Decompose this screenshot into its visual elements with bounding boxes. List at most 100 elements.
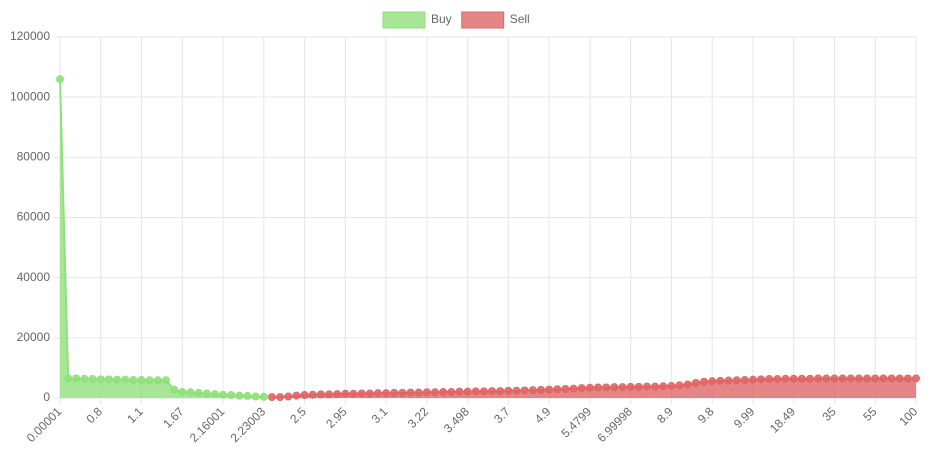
y-tick-label: 20000 (17, 330, 51, 344)
data-point (145, 376, 154, 385)
data-point (854, 374, 863, 383)
data-point (113, 375, 122, 384)
data-point (879, 374, 888, 383)
data-point (251, 392, 260, 401)
data-point (161, 376, 170, 385)
data-point (333, 390, 342, 399)
data-point (267, 393, 276, 402)
x-tick-label: 9.99 (731, 404, 758, 431)
data-point (488, 387, 497, 396)
data-point (96, 375, 105, 384)
data-point (284, 392, 293, 401)
data-point (626, 382, 635, 391)
data-point (602, 383, 611, 392)
data-point (610, 383, 619, 392)
x-tick-label: 8.9 (654, 404, 676, 426)
x-tick-label: 3.7 (491, 404, 513, 426)
data-point (895, 374, 904, 383)
data-point (773, 375, 782, 384)
data-point (871, 374, 880, 383)
data-point (708, 377, 717, 386)
data-point (545, 385, 554, 394)
data-point (194, 388, 203, 397)
data-point (300, 390, 309, 399)
data-point (496, 387, 505, 396)
legend-swatch[interactable] (382, 11, 426, 29)
data-point (903, 374, 912, 383)
x-tick-label: 6.99998 (594, 404, 635, 445)
data-point (398, 388, 407, 397)
data-point (72, 374, 81, 383)
data-point (594, 383, 603, 392)
x-tick-label: 2.23003 (228, 404, 269, 445)
data-point (846, 374, 855, 383)
x-tick-label: 5.4799 (558, 404, 594, 440)
data-point (357, 389, 366, 398)
x-tick-label: 3.22 (405, 404, 432, 431)
data-point (56, 75, 64, 84)
data-point (512, 386, 521, 395)
legend-label[interactable]: Buy (431, 12, 452, 26)
data-point (170, 385, 179, 394)
data-point (439, 387, 448, 396)
data-point (814, 374, 823, 383)
series-area (60, 79, 264, 398)
data-point (585, 383, 594, 392)
data-point (765, 375, 774, 384)
data-point (186, 388, 195, 397)
data-point (121, 375, 130, 384)
data-point (153, 376, 162, 385)
data-point (219, 390, 228, 399)
data-point (659, 382, 668, 391)
data-point (700, 377, 709, 386)
x-tick-label: 9.8 (695, 404, 717, 426)
data-point (463, 387, 472, 396)
data-point (422, 388, 431, 397)
y-tick-label: 60000 (17, 210, 51, 224)
x-tick-label: 4.9 (532, 404, 554, 426)
data-point (577, 384, 586, 393)
data-point (137, 375, 146, 384)
data-point (838, 374, 847, 383)
data-point (178, 387, 187, 396)
data-point (202, 389, 211, 398)
data-point (382, 389, 391, 398)
data-point (528, 386, 537, 395)
data-point (748, 375, 757, 384)
data-point (390, 388, 399, 397)
data-point (536, 385, 545, 394)
data-point (618, 383, 627, 392)
data-point (806, 374, 815, 383)
data-point (561, 384, 570, 393)
data-point (431, 388, 440, 397)
data-point (210, 390, 219, 399)
x-tick-label: 100 (896, 404, 920, 428)
data-point (414, 388, 423, 397)
data-point (724, 376, 733, 385)
data-point (455, 387, 464, 396)
data-point (276, 393, 285, 402)
data-point (732, 376, 741, 385)
data-point (634, 382, 643, 391)
x-tick-label: 55 (860, 404, 880, 424)
data-point (781, 374, 790, 383)
legend-swatch[interactable] (461, 11, 505, 29)
x-tick-label: 1.67 (160, 404, 187, 431)
legend-label[interactable]: Sell (510, 12, 530, 26)
data-point (64, 374, 73, 383)
data-point (373, 389, 382, 398)
x-tick-label: 35 (819, 404, 839, 424)
data-point (235, 391, 244, 400)
data-point (757, 375, 766, 384)
data-point (520, 386, 529, 395)
data-point (789, 374, 798, 383)
data-point (259, 392, 268, 401)
x-tick-label: 2.95 (323, 404, 350, 431)
x-tick-label: 0.8 (83, 404, 105, 426)
data-point (716, 376, 725, 385)
data-point (912, 374, 920, 383)
data-point (129, 375, 138, 384)
data-point (642, 382, 651, 391)
data-point (504, 386, 513, 395)
x-tick-label: 0.00001 (24, 404, 65, 445)
